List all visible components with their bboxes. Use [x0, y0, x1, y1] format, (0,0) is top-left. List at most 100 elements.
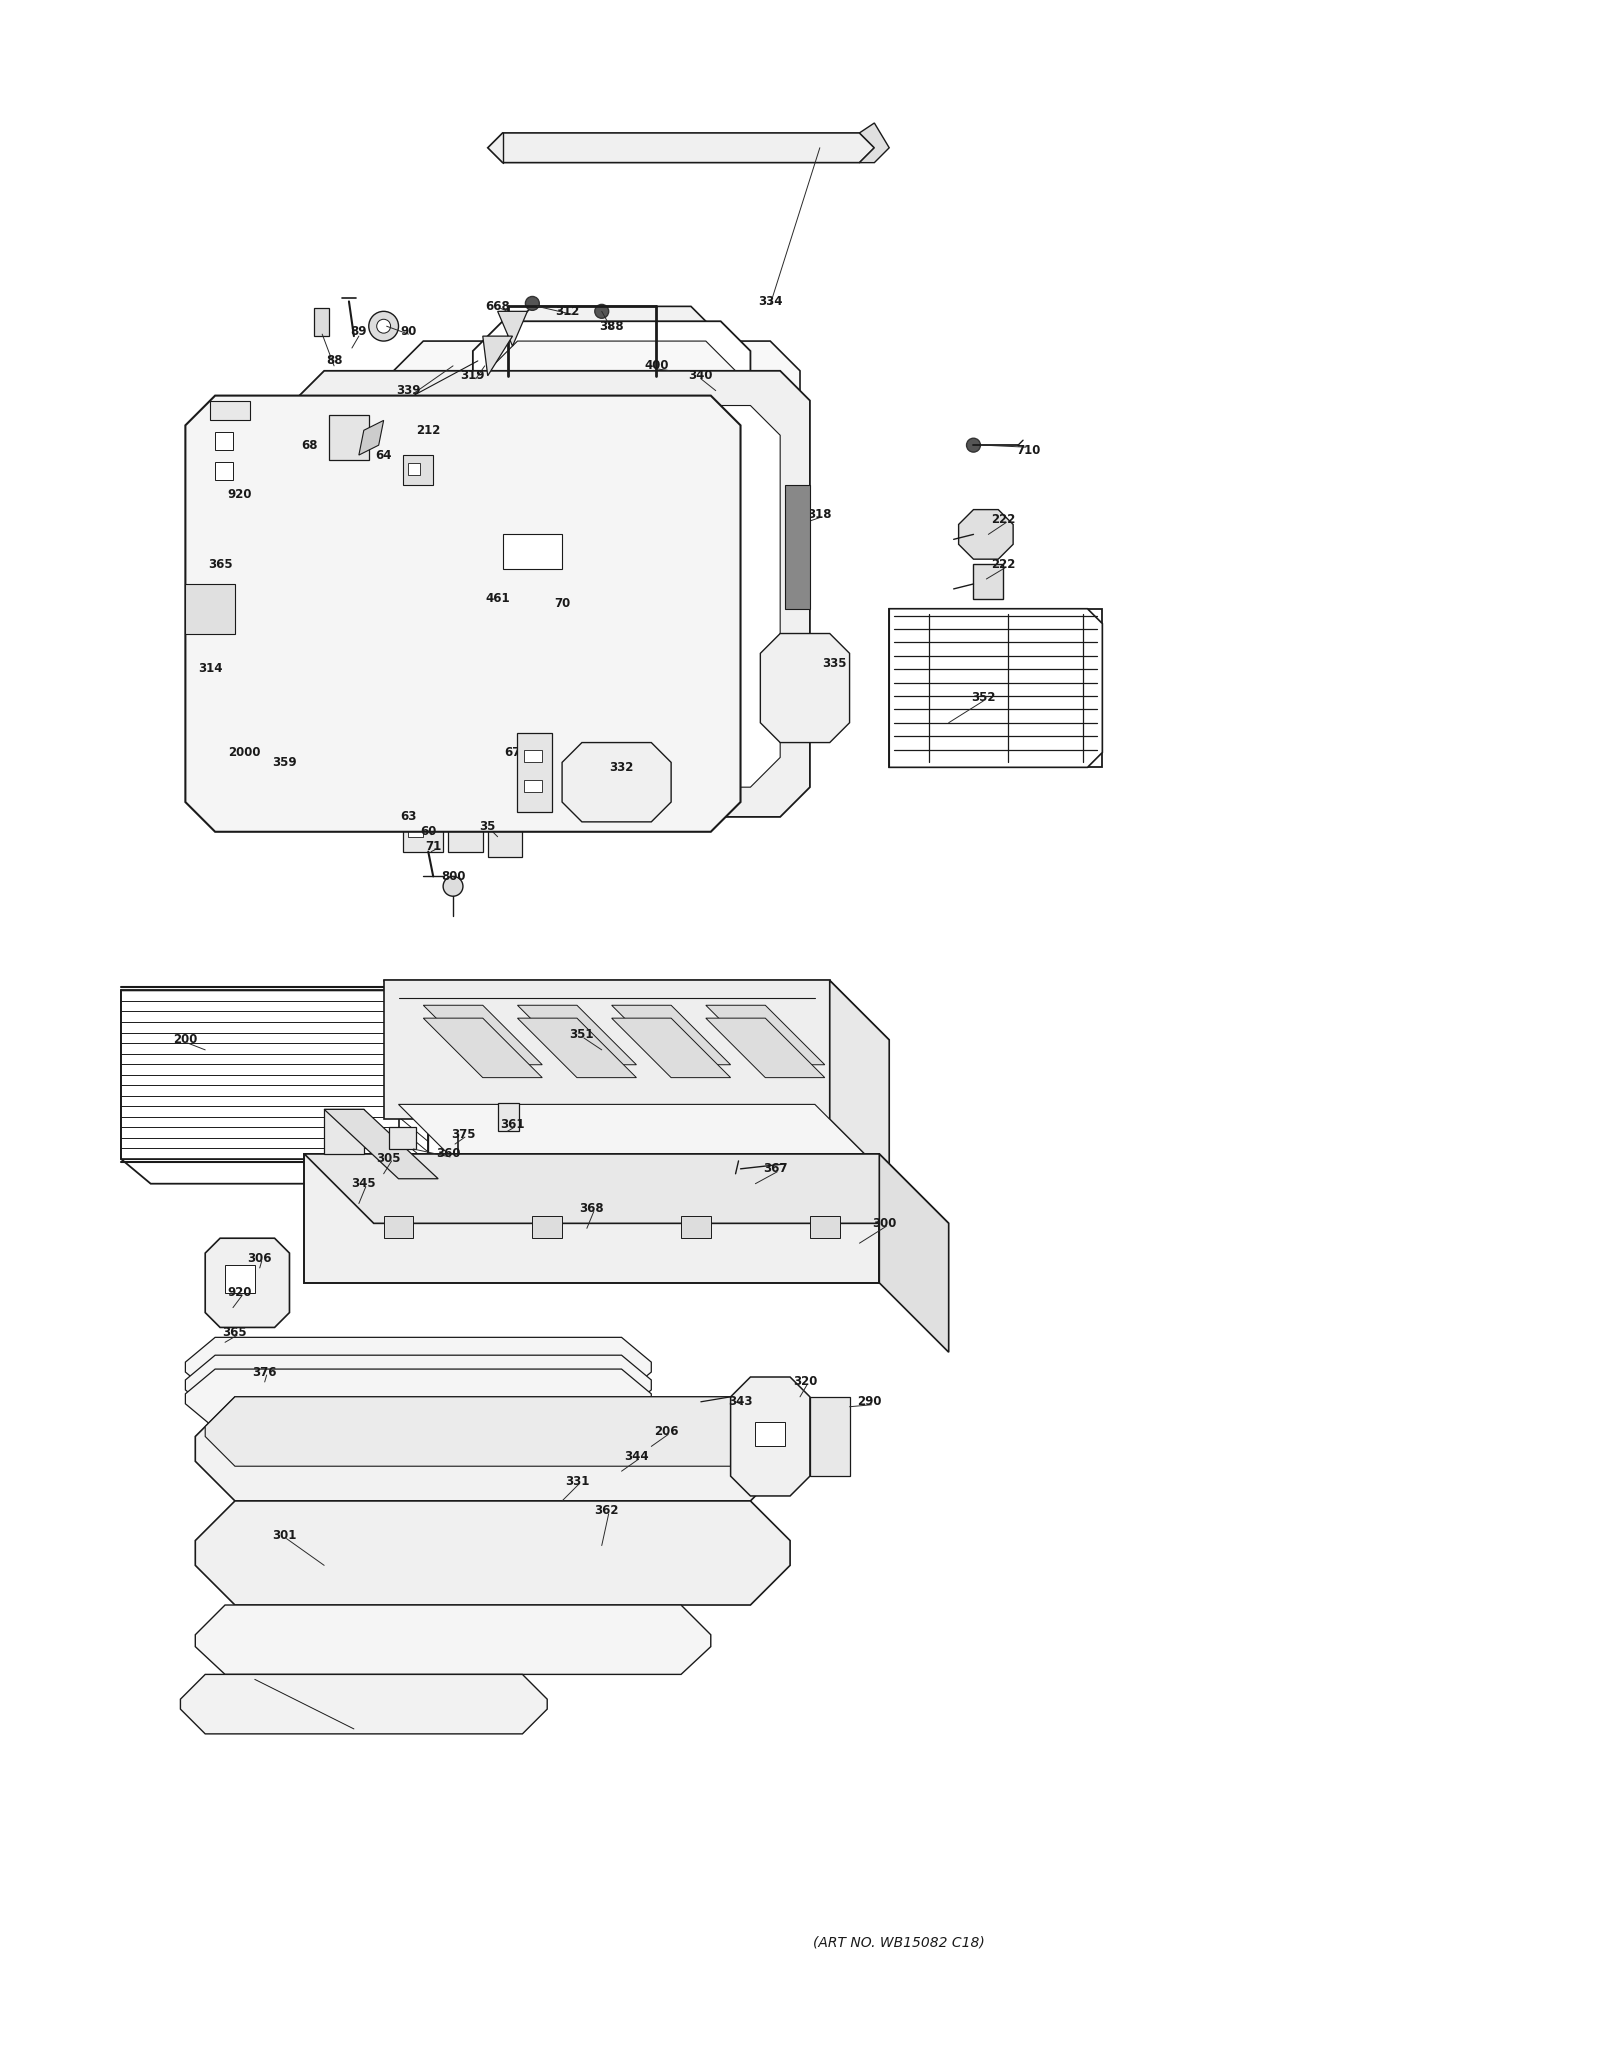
Polygon shape [403, 455, 434, 484]
Text: 367: 367 [763, 1163, 787, 1176]
Text: 920: 920 [227, 1285, 253, 1300]
Text: 312: 312 [555, 304, 579, 319]
Text: 314: 314 [198, 662, 222, 675]
Polygon shape [186, 1356, 651, 1414]
Polygon shape [384, 981, 890, 1039]
Text: 2000: 2000 [229, 745, 261, 760]
Polygon shape [562, 743, 670, 822]
Polygon shape [181, 1675, 547, 1735]
Polygon shape [358, 420, 384, 455]
Polygon shape [186, 584, 235, 633]
Polygon shape [210, 758, 462, 787]
Text: 88: 88 [326, 354, 342, 366]
Circle shape [443, 876, 462, 896]
Polygon shape [890, 609, 1102, 768]
Text: 668: 668 [485, 300, 510, 313]
Text: 70: 70 [554, 598, 570, 611]
Polygon shape [205, 1397, 781, 1466]
Text: 920: 920 [227, 489, 253, 501]
Text: 334: 334 [758, 294, 782, 308]
Text: 212: 212 [416, 424, 440, 437]
Polygon shape [483, 335, 512, 377]
Text: 305: 305 [376, 1153, 402, 1165]
Text: 67: 67 [504, 745, 520, 760]
Text: 368: 368 [579, 1203, 605, 1215]
Bar [502, 534, 562, 569]
Polygon shape [706, 1006, 824, 1064]
Polygon shape [880, 1153, 949, 1352]
Bar [755, 1422, 786, 1447]
Polygon shape [448, 807, 483, 851]
Text: 335: 335 [822, 656, 846, 671]
Circle shape [368, 310, 398, 342]
Text: 300: 300 [872, 1217, 896, 1230]
Polygon shape [611, 1018, 731, 1078]
Text: 64: 64 [376, 449, 392, 462]
Text: 400: 400 [645, 360, 669, 373]
Polygon shape [186, 1337, 651, 1397]
Polygon shape [384, 981, 830, 1120]
Text: 71: 71 [426, 840, 442, 853]
Text: 332: 332 [610, 762, 634, 774]
Text: 200: 200 [173, 1033, 197, 1047]
Circle shape [966, 439, 981, 451]
Text: 365: 365 [222, 1327, 248, 1339]
Circle shape [219, 762, 230, 774]
Polygon shape [488, 811, 523, 857]
Polygon shape [859, 122, 890, 164]
Polygon shape [498, 310, 528, 346]
Polygon shape [325, 406, 781, 787]
Polygon shape [294, 371, 810, 818]
Polygon shape [394, 342, 800, 801]
Bar [682, 1217, 710, 1238]
Circle shape [334, 424, 344, 433]
Text: 375: 375 [451, 1128, 475, 1141]
Bar [214, 462, 234, 480]
Bar [533, 1217, 562, 1238]
Circle shape [334, 435, 344, 445]
Text: 340: 340 [688, 368, 714, 383]
Text: 89: 89 [350, 325, 366, 337]
Polygon shape [474, 321, 750, 793]
Polygon shape [304, 1153, 880, 1283]
Polygon shape [830, 981, 890, 1178]
Polygon shape [502, 306, 720, 787]
Text: 90: 90 [400, 325, 416, 337]
Bar [408, 805, 424, 818]
Polygon shape [958, 509, 1013, 559]
Polygon shape [186, 395, 741, 832]
Polygon shape [403, 801, 443, 851]
Bar [214, 433, 234, 449]
Polygon shape [398, 1105, 874, 1163]
Text: 359: 359 [272, 756, 298, 768]
Text: 63: 63 [400, 811, 416, 824]
Polygon shape [810, 1397, 850, 1476]
Bar [389, 1128, 416, 1149]
Bar [525, 780, 542, 793]
Text: 68: 68 [301, 439, 317, 451]
Text: 222: 222 [990, 557, 1016, 571]
Circle shape [595, 304, 608, 319]
Bar [384, 1217, 413, 1238]
Circle shape [334, 447, 344, 457]
Polygon shape [760, 633, 850, 743]
Text: 343: 343 [728, 1395, 752, 1408]
Polygon shape [517, 1006, 637, 1064]
Polygon shape [325, 1110, 363, 1153]
Polygon shape [122, 989, 429, 1184]
Bar [408, 824, 424, 836]
Text: 345: 345 [352, 1178, 376, 1190]
Text: 352: 352 [971, 691, 995, 704]
Text: 344: 344 [624, 1449, 648, 1463]
Text: 319: 319 [461, 368, 485, 383]
Text: 306: 306 [248, 1252, 272, 1265]
Text: 710: 710 [1016, 443, 1040, 457]
Polygon shape [488, 132, 874, 164]
Text: 461: 461 [485, 592, 510, 604]
Bar [210, 402, 250, 420]
Text: 339: 339 [397, 385, 421, 397]
Polygon shape [195, 1604, 710, 1675]
Bar [226, 1265, 254, 1294]
Text: 462: 462 [347, 414, 371, 426]
Text: 361: 361 [501, 1118, 525, 1130]
